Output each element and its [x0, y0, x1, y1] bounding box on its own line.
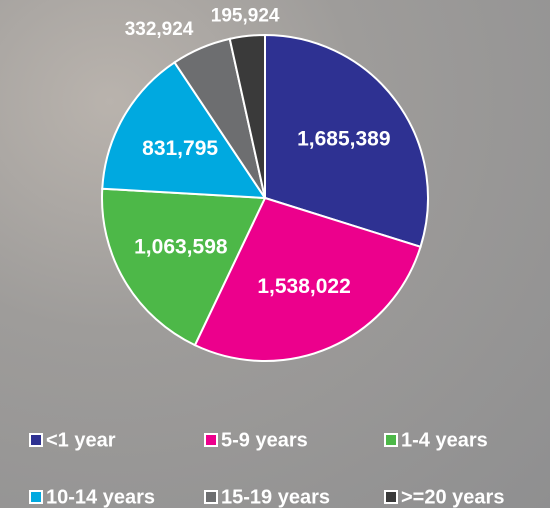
legend-swatch [385, 434, 397, 446]
chart: 1,685,389 1,538,022 1,063,598 831,795 332,92… [0, 0, 550, 508]
data-label: 1,685,389 [297, 128, 390, 151]
legend-swatch [30, 434, 42, 446]
screen: 1,685,389 1,538,022 1,063,598 831,795 332,92… [0, 0, 550, 508]
legend-label: 10-14 years [46, 486, 155, 508]
legend-swatch [205, 491, 217, 503]
data-label: 195,924 [211, 6, 280, 27]
data-label: 1,063,598 [134, 235, 228, 258]
legend-label: 15-19 years [221, 486, 330, 508]
legend-label: 1-4 years [401, 429, 488, 451]
legend-label: >=20 years [401, 486, 504, 508]
data-label: 332,924 [125, 19, 194, 40]
legend-swatch [205, 434, 217, 446]
data-label: 831,795 [142, 137, 218, 160]
legend-swatch [385, 491, 397, 503]
legend-label: 5-9 years [221, 429, 308, 451]
data-label: 1,538,022 [257, 275, 350, 298]
legend-label: <1 year [46, 429, 116, 451]
legend-swatch [30, 491, 42, 503]
